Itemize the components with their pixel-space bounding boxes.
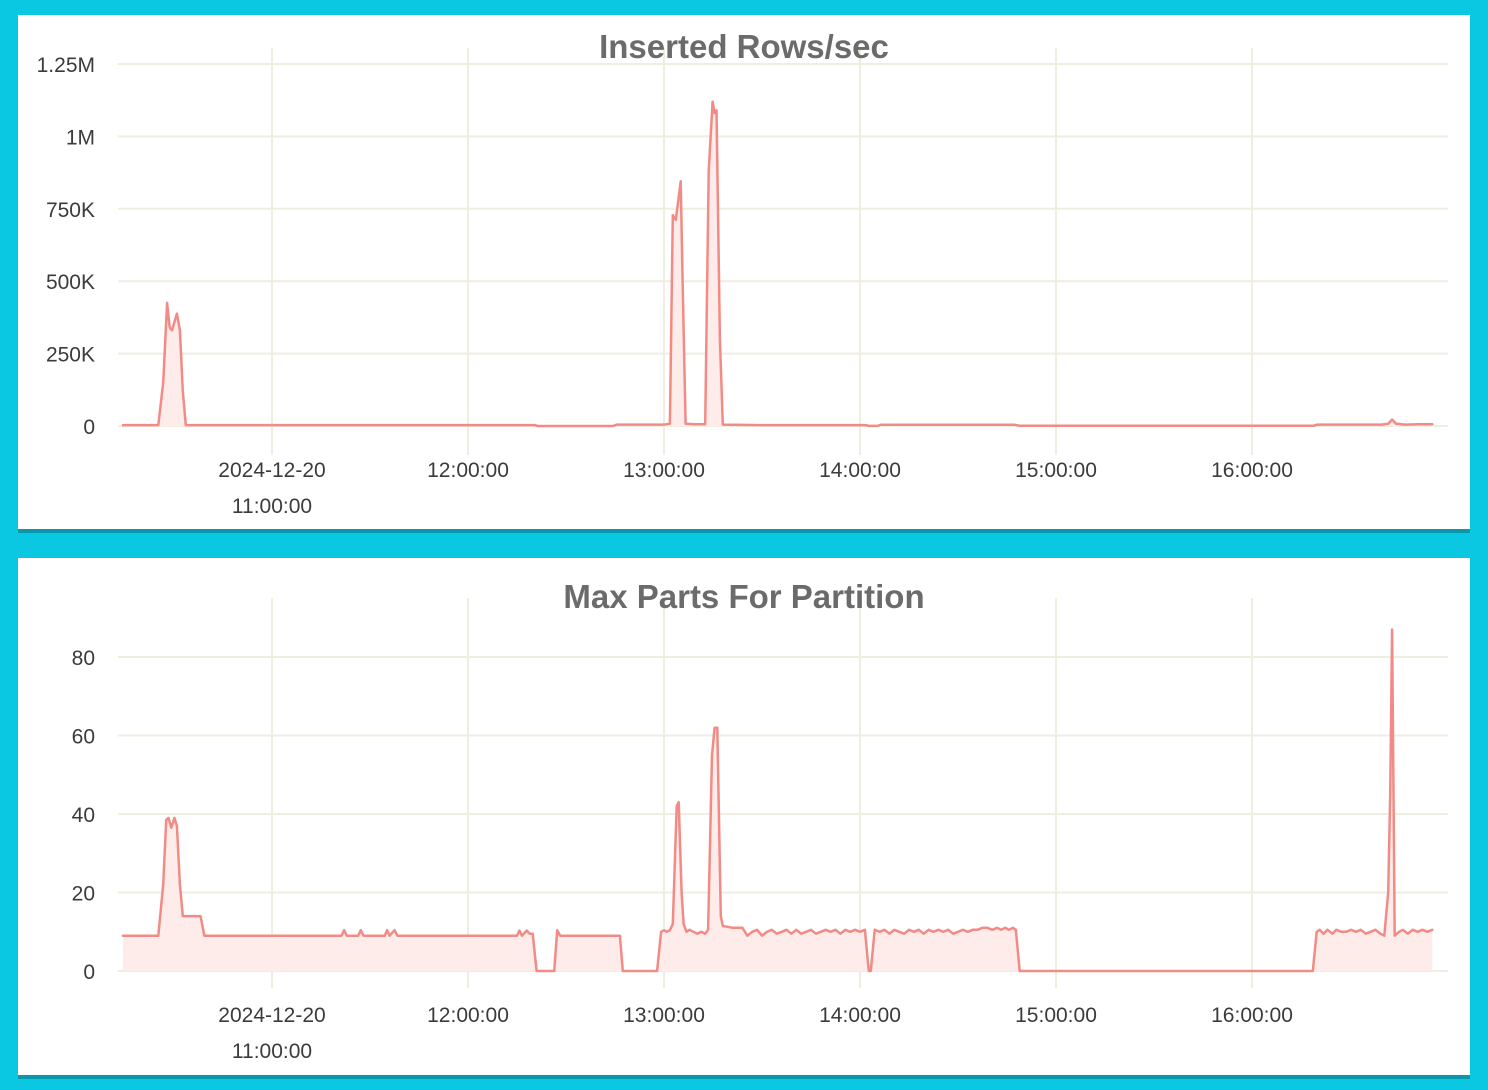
series-area [123, 101, 1433, 426]
series-area [123, 629, 1433, 971]
y-tick-label: 40 [72, 804, 95, 827]
y-tick-label: 1M [66, 126, 95, 149]
y-tick-label: 60 [72, 726, 95, 749]
x-tick-label: 11:00:00 [232, 495, 312, 518]
x-tick-label: 16:00:00 [1211, 1004, 1293, 1027]
x-tick-label: 16:00:00 [1211, 459, 1293, 482]
x-tick-label: 12:00:00 [427, 1004, 509, 1027]
series-line [121, 628, 1434, 973]
y-tick-label: 250K [46, 344, 95, 367]
inserted-rows-chart-canvas[interactable]: 0 250K 500K 750K 1M 1.25M 2024-12-20 11:00:00 12… [18, 15, 1470, 529]
x-tick-label: 11:00:00 [232, 1040, 312, 1063]
y-tick-label: 1.25M [37, 54, 95, 77]
y-tick-label: 0 [83, 416, 95, 439]
x-tick-label: 2024-12-20 [218, 459, 325, 482]
series-line [121, 100, 1434, 428]
x-tick-label: 13:00:00 [623, 459, 705, 482]
y-tick-label: 0 [83, 961, 95, 984]
x-tick-label: 14:00:00 [819, 1004, 901, 1027]
y-tick-label: 20 [72, 883, 95, 906]
x-tick-label: 2024-12-20 [218, 1004, 325, 1027]
y-tick-label: 750K [46, 199, 95, 222]
x-tick-label: 13:00:00 [623, 1004, 705, 1027]
chart-panel-inserted-rows: Inserted Rows/sec 0 250K 500K 750K 1M 1.25M 20… [18, 15, 1470, 529]
y-tick-label: 500K [46, 271, 95, 294]
y-tick-label: 80 [72, 647, 95, 670]
x-tick-label: 15:00:00 [1015, 459, 1097, 482]
chart-panel-max-parts: Max Parts For Partition 0 20 40 60 80 2024-12… [18, 558, 1470, 1075]
max-parts-chart-canvas[interactable]: 0 20 40 60 80 2024-12-20 11:00:00 12:00:00 13:00… [18, 558, 1470, 1075]
x-tick-label: 15:00:00 [1015, 1004, 1097, 1027]
x-tick-label: 14:00:00 [819, 459, 901, 482]
x-tick-label: 12:00:00 [427, 459, 509, 482]
